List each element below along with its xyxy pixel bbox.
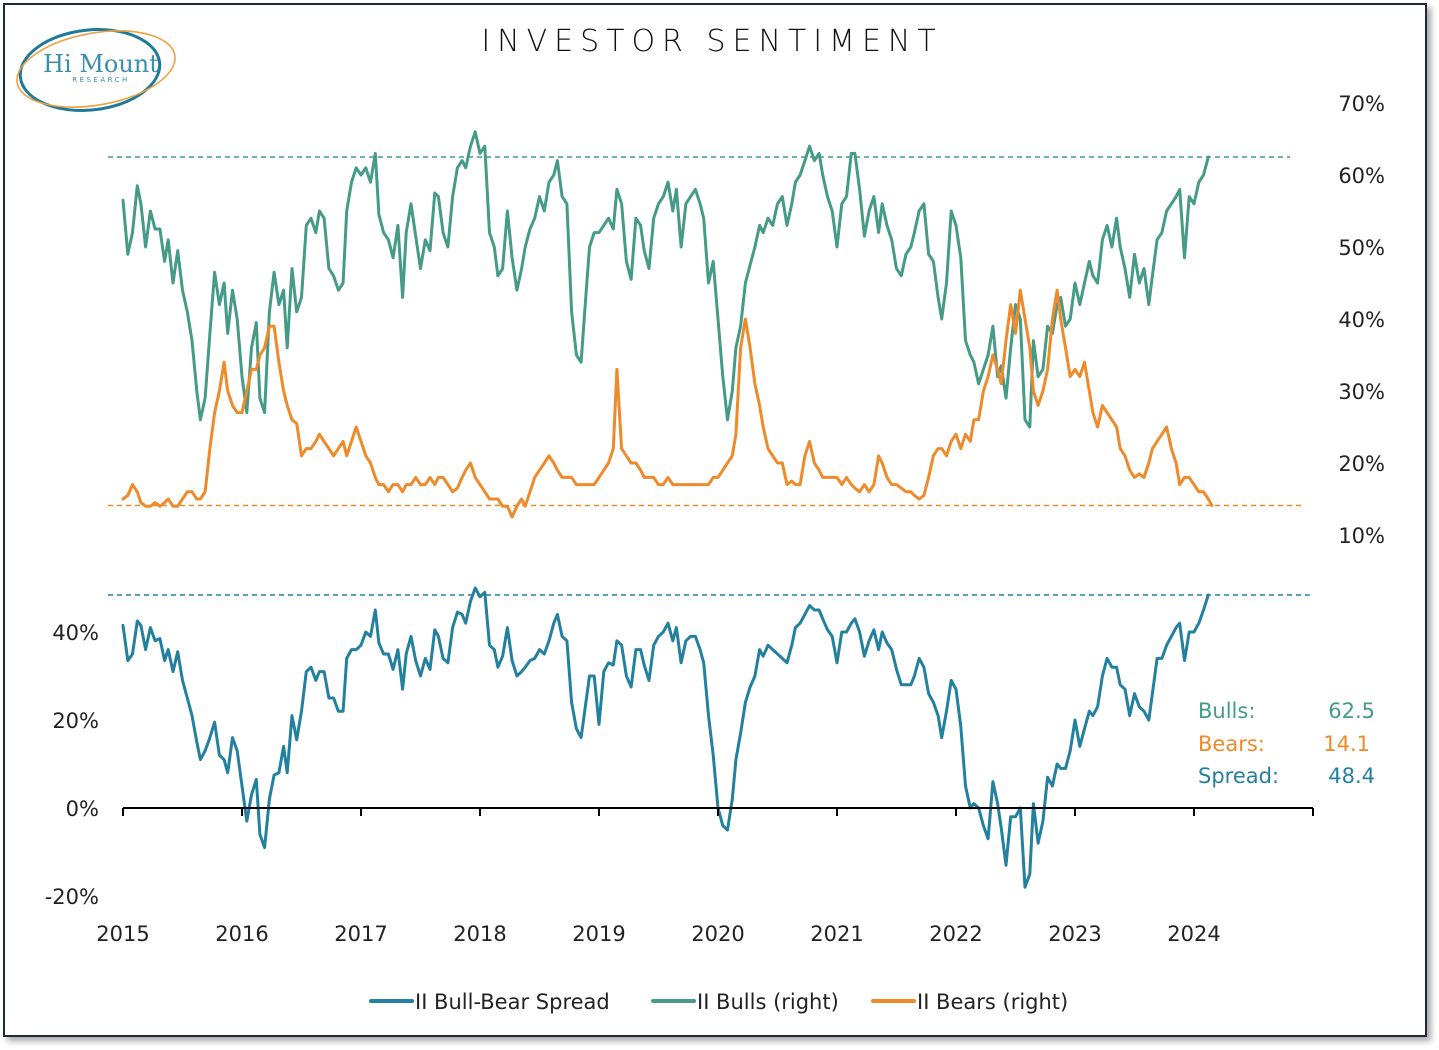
logo-ring-inner <box>16 30 176 108</box>
left-axis-tick-label: 20% <box>52 709 99 733</box>
spread-stat-label: Spread: <box>1198 764 1279 788</box>
x-axis-tick-label: 2019 <box>572 922 625 946</box>
left-axis-labels: 40% 20% 0% -20% <box>45 621 99 909</box>
bulls-line <box>121 130 1210 429</box>
legend-label-bulls: II Bulls (right) <box>697 990 839 1014</box>
x-axis-tick-label: 2018 <box>453 922 506 946</box>
right-axis-tick-label: 60% <box>1338 164 1385 188</box>
legend-item-spread[interactable]: II Bull-Bear Spread <box>369 990 610 1014</box>
bears-line <box>121 288 1214 519</box>
chart-title: INVESTOR SENTIMENT <box>481 24 942 59</box>
legend-item-bears[interactable]: II Bears (right) <box>871 990 1068 1014</box>
logo-name: Hi Mount <box>43 50 159 78</box>
x-axis: 2015 2016 2017 2018 2019 2020 2021 2022 2023 2024 <box>96 807 1314 946</box>
legend-label-spread: II Bull-Bear Spread <box>415 990 610 1014</box>
right-axis-tick-label: 10% <box>1338 524 1385 548</box>
right-axis-tick-label: 70% <box>1338 92 1385 116</box>
right-axis-tick-label: 40% <box>1338 308 1385 332</box>
x-axis-tick-label: 2021 <box>810 922 863 946</box>
reference-lines <box>108 156 1313 596</box>
spread-line <box>121 586 1210 889</box>
bears-stat-value: 14.1 <box>1323 732 1370 756</box>
bears-stat-label: Bears: <box>1198 732 1265 756</box>
chart-frame <box>3 3 1427 1037</box>
legend-item-bulls[interactable]: II Bulls (right) <box>651 990 839 1014</box>
bulls-stat-label: Bulls: <box>1198 699 1255 723</box>
right-axis-tick-label: 30% <box>1338 380 1385 404</box>
hi-mount-logo: Hi Mount RESEARCH <box>16 28 176 112</box>
x-axis-tick-label: 2020 <box>691 922 744 946</box>
right-axis-tick-label: 50% <box>1338 236 1385 260</box>
bulls-stat-value: 62.5 <box>1328 699 1375 723</box>
x-axis-tick-label: 2023 <box>1048 922 1101 946</box>
latest-stats: Bulls: 62.5 Bears: 14.1 Spread: 48.4 <box>1198 699 1375 788</box>
x-axis-tick-label: 2015 <box>96 922 149 946</box>
x-axis-tick-label: 2016 <box>215 922 268 946</box>
right-axis-labels: 70% 60% 50% 40% 30% 20% 10% <box>1338 92 1385 548</box>
legend: II Bull-Bear Spread II Bulls (right) II … <box>369 990 1068 1014</box>
x-axis-tick-label: 2017 <box>334 922 387 946</box>
left-axis-tick-label: 40% <box>52 621 99 645</box>
x-axis-tick-label: 2024 <box>1167 922 1220 946</box>
legend-label-bears: II Bears (right) <box>917 990 1068 1014</box>
left-axis-tick-label: 0% <box>66 797 99 821</box>
logo-ring-outer <box>18 28 162 112</box>
spread-stat-value: 48.4 <box>1328 764 1375 788</box>
left-axis-tick-label: -20% <box>45 885 99 909</box>
x-axis-tick-label: 2022 <box>929 922 982 946</box>
series-lines <box>121 130 1214 889</box>
right-axis-tick-label: 20% <box>1338 452 1385 476</box>
logo-subtitle: RESEARCH <box>72 76 130 84</box>
